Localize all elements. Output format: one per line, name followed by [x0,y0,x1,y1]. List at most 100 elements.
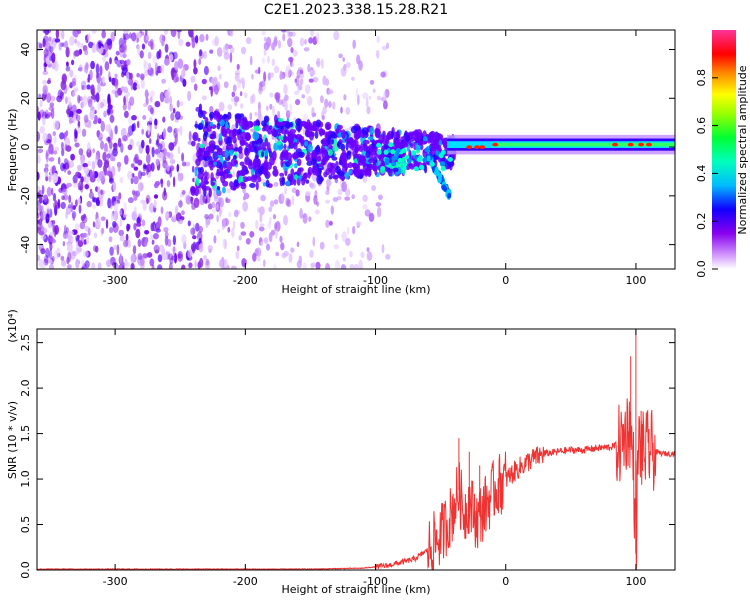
noise-blob [293,90,300,95]
noise-blob [105,219,109,229]
noise-blob [188,262,193,269]
noise-blob [269,200,275,208]
noise-blob [203,255,207,261]
noise-blob [179,101,184,106]
noise-blob [75,114,81,122]
snr-line-layer [37,329,675,570]
band-blob [286,180,291,187]
noise-blob [178,218,183,225]
noise-blob [53,120,59,131]
noise-blob [181,234,187,245]
noise-blob [81,43,84,48]
noise-blob [198,225,203,233]
noise-blob [284,94,289,101]
noise-blob [49,56,53,62]
noise-blob [61,73,67,84]
band-blob [262,127,266,132]
noise-blob [333,244,339,250]
noise-blob [37,43,40,51]
band-blob [288,136,292,146]
noise-blob [157,216,162,227]
noise-blob [96,42,99,51]
noise-blob [376,206,382,218]
noise-blob [161,78,167,84]
noise-blob [216,214,219,223]
noise-blob [66,264,72,269]
noise-blob [119,217,123,227]
x-tick-label: -300 [103,575,128,588]
noise-blob [259,212,263,223]
noise-blob [75,171,81,177]
noise-blob [143,61,150,73]
noise-blob [188,30,194,38]
noise-blob [60,201,66,210]
noise-blob [344,196,351,201]
noise-blob [108,202,115,207]
noise-blob [102,55,106,63]
band-blob [194,167,198,177]
noise-blob [242,201,249,212]
noise-blob [105,124,111,132]
noise-blob [66,108,71,115]
y-tick-label: 0 [19,144,32,151]
noise-blob [376,95,381,101]
band-blob [267,128,272,135]
noise-blob [229,30,234,37]
noise-blob [81,85,88,91]
noise-blob [143,102,148,108]
noise-blob [83,166,90,175]
noise-blob [169,53,174,62]
chart-title: C2E1.2023.338.15.28.R21 [264,2,448,18]
band-blob [216,168,220,174]
band-blob [224,124,229,129]
noise-blob [48,258,53,264]
noise-blob [281,191,285,202]
noise-blob [125,233,129,241]
band-blob [280,128,288,135]
noise-blob [307,63,311,73]
noise-blob [82,163,89,168]
noise-blob [303,47,310,52]
noise-blob [332,197,339,202]
noise-blob [117,137,122,148]
band-blob [208,111,215,119]
noise-blob [48,106,55,111]
noise-blob [216,203,219,211]
x-tick-label: 0 [502,274,509,287]
band-blob [194,123,199,128]
noise-blob [72,114,77,124]
noise-blob [107,94,111,105]
noise-blob [66,206,72,215]
noise-blob [271,58,276,67]
noise-blob [308,37,313,44]
noise-blob [51,187,54,196]
band-blob [320,159,327,166]
noise-blob [252,252,257,262]
noise-blob [295,75,300,87]
noise-blob [260,241,264,247]
noise-blob [158,244,165,252]
noise-blob [108,76,112,83]
cyan-blob [416,157,422,163]
hot-spot [474,145,481,149]
noise-blob [41,234,47,240]
noise-blob [245,238,251,245]
noise-blob [304,84,311,94]
noise-blob [358,265,364,269]
noise-blob [37,212,40,219]
band-blob [256,120,261,127]
noise-blob [233,209,239,218]
band-blob [233,179,239,188]
snr-series-line [37,398,675,570]
noise-blob [210,86,213,97]
noise-blob [251,93,256,104]
band-blob [393,140,401,148]
noise-blob [77,240,84,248]
noise-blob [141,219,146,227]
noise-blob [345,237,351,246]
noise-blob [90,94,97,100]
noise-blob [65,145,72,152]
noise-blob [299,69,304,75]
noise-blob [381,244,385,254]
band-blob [226,173,233,179]
